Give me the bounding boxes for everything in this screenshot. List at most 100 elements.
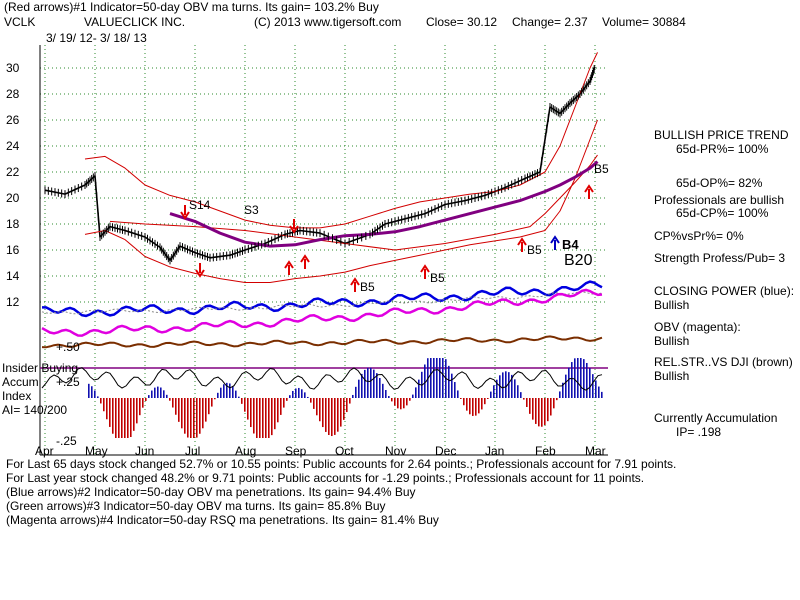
insider-label-2: Accum — [2, 375, 39, 389]
accum-bar-negative — [247, 398, 249, 420]
accum-bar-positive — [238, 396, 240, 398]
accum-bar-positive — [568, 367, 570, 398]
side-pros: Professionals are bullish — [654, 193, 785, 207]
accum-bar-negative — [541, 398, 543, 427]
accum-bar-negative — [250, 398, 252, 428]
accum-bar-negative — [127, 398, 129, 438]
insider-m25: -.25 — [56, 434, 77, 448]
y-tick-28: 28 — [6, 87, 20, 101]
accum-bar-positive — [583, 359, 585, 398]
accum-bar-positive — [295, 388, 297, 398]
accum-bar-negative — [187, 398, 189, 438]
x-tick-Aug: Aug — [235, 444, 256, 458]
accum-bar-negative — [139, 398, 141, 416]
signal-arrowhead-2 — [284, 260, 294, 269]
accum-bar-negative — [280, 398, 282, 415]
side-cpvspr: CP%vsPr%= 0% — [654, 229, 744, 243]
signal-arrowhead-9 — [195, 269, 205, 278]
side-obv: OBV (magenta): — [654, 320, 741, 334]
accum-bar-negative — [469, 398, 471, 415]
accum-bar-negative — [334, 398, 336, 435]
signal-arrowhead-7 — [584, 184, 594, 193]
accum-bar-positive — [589, 368, 591, 398]
accum-bar-negative — [406, 398, 408, 406]
header-red-arrows: (Red arrows)#1 Indicator=50-day OBV ma t… — [4, 0, 379, 14]
accum-bar-negative — [184, 398, 186, 434]
rel-str-line — [41, 335, 603, 349]
accum-bar-positive — [595, 380, 597, 398]
accum-bar-positive — [166, 394, 168, 398]
header-date-range: 3/ 19/ 12- 3/ 18/ 13 — [46, 31, 147, 45]
accum-bar-negative — [214, 398, 216, 400]
side-relstr-value: Bullish — [654, 369, 690, 383]
accum-bar-positive — [520, 392, 522, 398]
accum-bar-negative — [142, 398, 144, 408]
accum-bar-positive — [232, 386, 234, 398]
accum-bar-negative — [175, 398, 177, 415]
accum-bar-negative — [481, 398, 483, 410]
accum-bar-negative — [529, 398, 531, 414]
header-volume: Volume= 30884 — [602, 15, 686, 29]
accum-bar-positive — [301, 389, 303, 398]
accum-bar-negative — [400, 398, 402, 410]
signal-arrowhead-6 — [517, 237, 527, 246]
accum-bar-negative — [211, 398, 213, 407]
accum-bar-positive — [451, 373, 453, 398]
accum-bar-negative — [115, 398, 117, 438]
accum-bar-negative — [328, 398, 330, 436]
accum-bar-negative — [538, 398, 540, 427]
x-tick-Apr: Apr — [35, 444, 54, 458]
signal-b5-mar: B5 — [594, 162, 609, 176]
side-accum: Currently Accumulation — [654, 411, 778, 425]
accum-bar-negative — [271, 398, 273, 436]
y-tick-16: 16 — [6, 243, 20, 257]
accum-bar-positive — [88, 383, 90, 398]
accum-bar-negative — [325, 398, 327, 432]
accum-bar-negative — [532, 398, 534, 420]
accum-bar-negative — [526, 398, 528, 407]
side-ip: IP= .198 — [676, 425, 722, 439]
accum-bar-positive — [304, 392, 306, 398]
side-pr: 65d-PR%= 100% — [676, 142, 769, 156]
accum-bar-positive — [94, 390, 96, 398]
accum-bar-negative — [349, 398, 351, 404]
side-op: 65d-OP%= 82% — [676, 176, 763, 190]
accum-bar-negative — [172, 398, 174, 408]
accum-bar-negative — [337, 398, 339, 432]
header-change: Change= 2.37 — [512, 15, 588, 29]
accum-bar-positive — [355, 386, 357, 398]
accum-bar-positive — [388, 396, 390, 398]
accum-bar-positive — [559, 391, 561, 398]
x-tick-Jan: Jan — [485, 444, 504, 458]
insider-p50: +.50 — [56, 340, 80, 354]
accum-bar-negative — [205, 398, 207, 422]
insider-label-3: Index — [2, 389, 32, 403]
accum-bar-negative — [145, 398, 147, 401]
signal-b4: B4 — [562, 237, 579, 252]
accum-bar-negative — [484, 398, 486, 405]
y-tick-24: 24 — [6, 139, 20, 153]
accum-bar-positive — [601, 391, 603, 398]
accum-bar-negative — [121, 398, 123, 438]
accum-bar-positive — [379, 378, 381, 398]
accum-bar-negative — [409, 398, 411, 401]
accum-bar-positive — [289, 395, 291, 398]
accum-bar-negative — [277, 398, 279, 423]
side-trend-title: BULLISH PRICE TREND — [654, 128, 789, 142]
footer-line-2: For Last year stock changed 48.2% or 9.7… — [6, 471, 645, 485]
accum-bar-positive — [307, 396, 309, 398]
accum-bar-positive — [160, 387, 162, 398]
accum-bar-positive — [163, 390, 165, 398]
accum-bar-negative — [544, 398, 546, 425]
accum-bar-negative — [403, 398, 405, 409]
signal-b5-sep: B5 — [360, 280, 375, 294]
accum-bar-negative — [346, 398, 348, 413]
closing-power-line — [42, 280, 603, 318]
closing-power-ma — [41, 291, 603, 315]
accum-bar-positive — [352, 394, 354, 398]
accum-bar-negative — [487, 398, 489, 399]
accum-bar-positive — [577, 358, 579, 398]
accum-bar-positive — [457, 390, 459, 398]
signal-b5-nov: B5 — [430, 271, 445, 285]
